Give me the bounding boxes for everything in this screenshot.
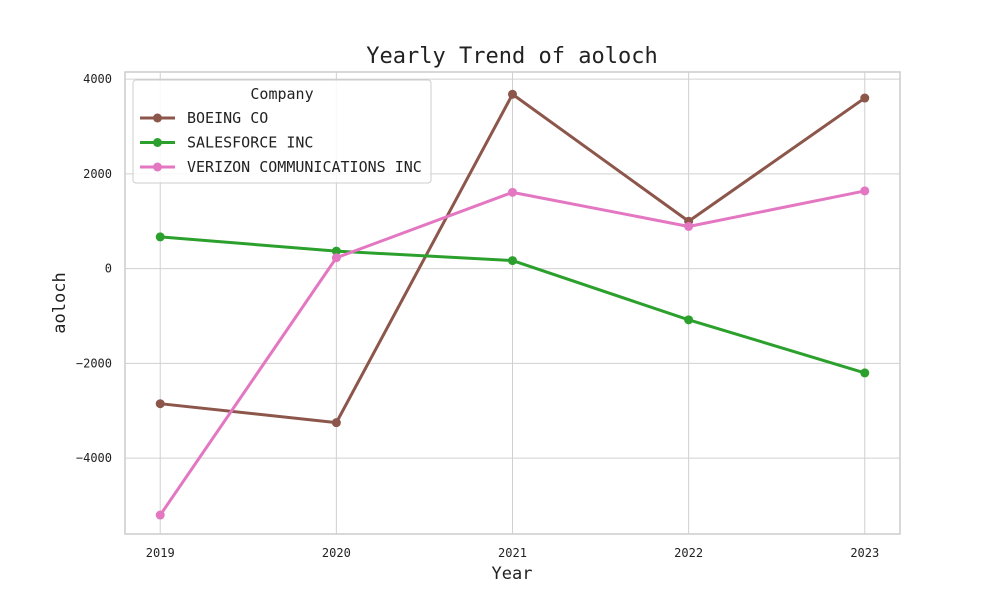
data-point — [508, 89, 517, 99]
legend-swatch-marker — [153, 113, 162, 123]
y-axis-label: aoloch — [50, 272, 70, 333]
data-point — [508, 187, 517, 197]
legend-label: VERIZON COMMUNICATIONS INC — [187, 158, 422, 176]
y-tick-label: 0 — [105, 262, 112, 276]
x-tick-label: 2023 — [850, 546, 879, 560]
data-point — [860, 368, 870, 378]
data-point — [155, 232, 165, 242]
data-point — [684, 221, 694, 231]
x-axis-ticks: 2019 2020 2021 2022 2023 — [146, 546, 879, 560]
legend-label: BOEING CO — [187, 109, 268, 127]
legend-item: BOEING CO — [140, 109, 268, 127]
data-point — [331, 253, 341, 263]
legend-swatch-marker — [153, 138, 162, 147]
data-point — [331, 246, 341, 256]
x-tick-label: 2022 — [674, 546, 703, 560]
data-point — [155, 399, 165, 409]
y-tick-label: −2000 — [76, 356, 112, 370]
data-point — [860, 93, 870, 103]
data-point — [508, 256, 517, 266]
legend-items: BOEING CO SALESFORCE INC VERIZON COMMUNICA… — [140, 109, 422, 176]
legend-label: SALESFORCE INC — [187, 134, 313, 152]
y-axis-ticks: 4000 2000 0 −2000 −4000 — [76, 72, 112, 465]
data-point — [684, 315, 694, 325]
legend-swatch-marker — [153, 162, 162, 172]
series-lines — [155, 89, 870, 520]
y-tick-label: −4000 — [76, 451, 112, 465]
y-tick-label: 2000 — [83, 167, 112, 181]
data-point — [331, 418, 341, 428]
x-tick-label: 2019 — [146, 546, 175, 560]
legend-title: Company — [250, 85, 313, 103]
legend-item: SALESFORCE INC — [140, 134, 313, 152]
series-2 — [155, 186, 870, 520]
legend: Company BOEING CO SALESFORCE INC VERIZON C… — [132, 79, 432, 184]
x-axis-label: Year — [492, 564, 533, 584]
legend-box — [132, 79, 432, 184]
series-1 — [155, 232, 870, 378]
data-point — [155, 510, 165, 520]
chart-title: Yearly Trend of aoloch — [366, 44, 657, 69]
x-tick-label: 2020 — [322, 546, 351, 560]
x-tick-label: 2021 — [498, 546, 527, 560]
y-tick-label: 4000 — [83, 72, 112, 86]
legend-item: VERIZON COMMUNICATIONS INC — [140, 158, 422, 176]
data-point — [860, 186, 870, 196]
